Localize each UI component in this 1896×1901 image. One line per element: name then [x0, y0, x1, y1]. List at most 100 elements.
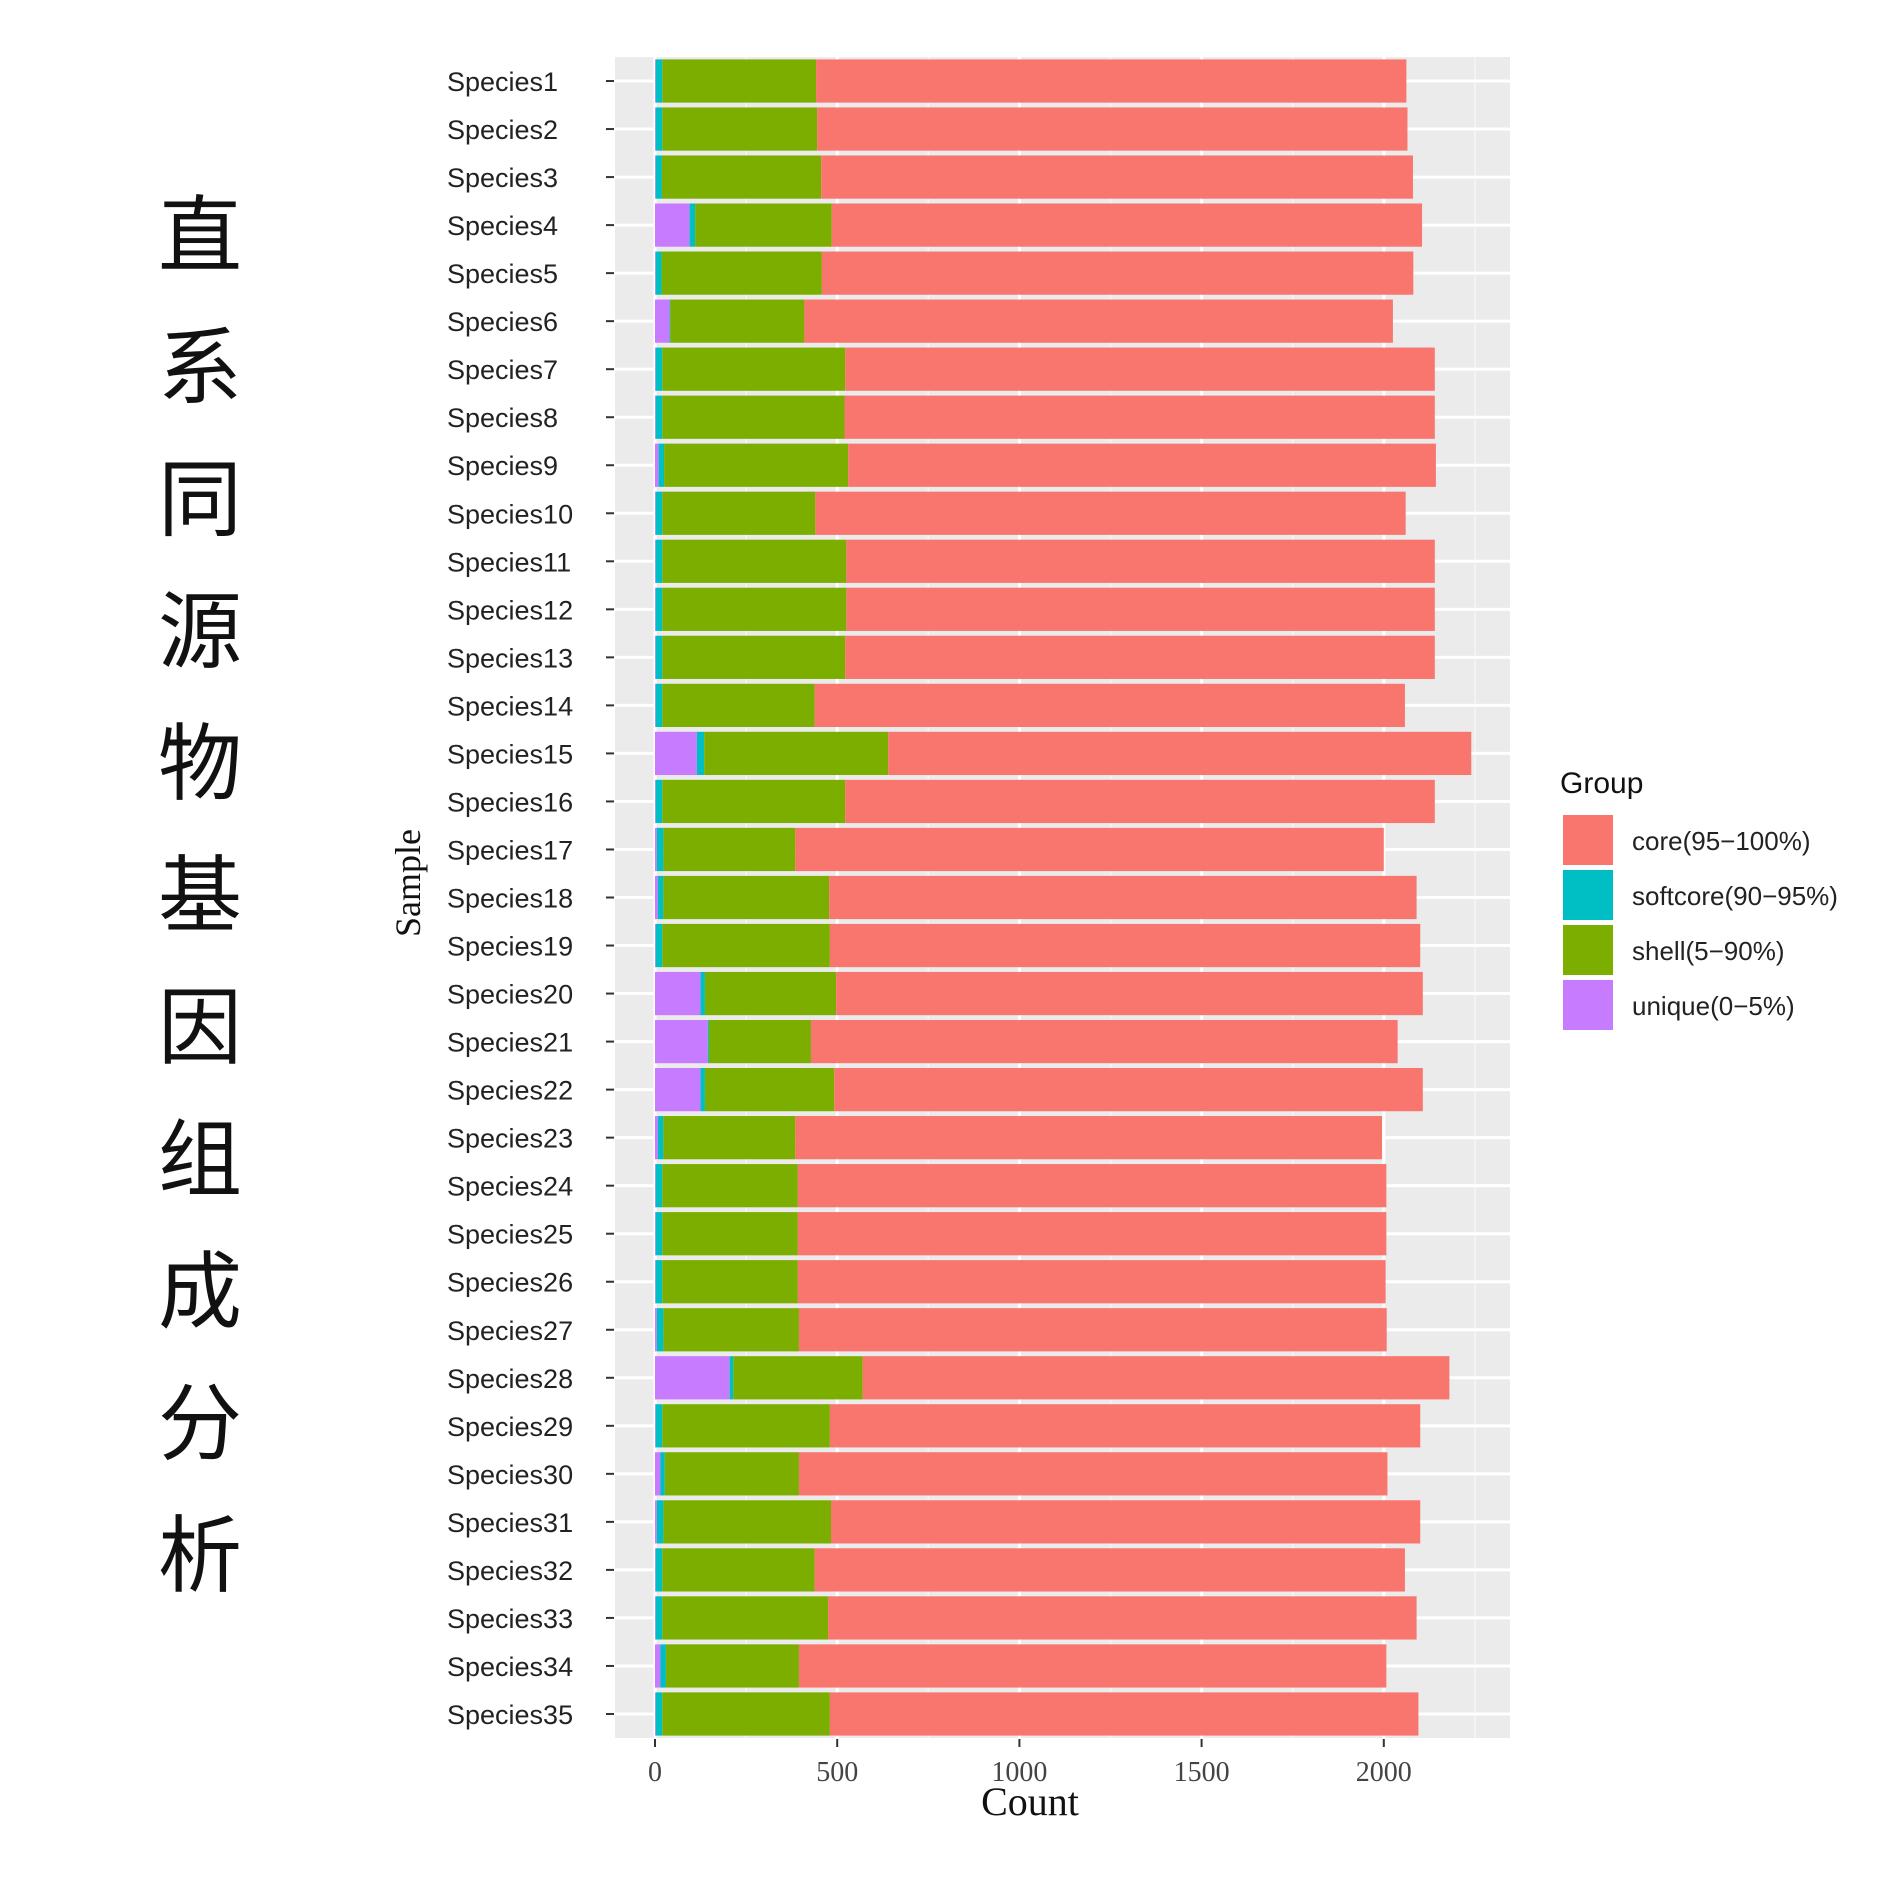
- bar-segment: [655, 1596, 663, 1640]
- bars: [655, 59, 1472, 1736]
- bar-segment: [655, 779, 663, 824]
- y-tick-label: Species15: [447, 739, 573, 769]
- bar-segment: [844, 395, 1435, 439]
- y-tick-label: Species24: [447, 1172, 573, 1202]
- y-tick-label: Species5: [447, 259, 558, 289]
- legend: Group core(95−100%) softcore(90−95%) shell…: [1560, 767, 1838, 1030]
- bar-segment: [797, 1260, 1386, 1304]
- bar-segment: [655, 491, 663, 535]
- legend-title: Group: [1560, 767, 1643, 800]
- bar-segment: [798, 1308, 1387, 1352]
- y-tick-label: Species2: [447, 115, 558, 145]
- bar-segment: [662, 1596, 829, 1640]
- x-axis: 0 500 1000 1500 2000: [648, 1739, 1412, 1788]
- y-tick-label: Species16: [447, 787, 573, 817]
- bar-segment: [795, 827, 1384, 872]
- y-tick-label: Species34: [447, 1652, 573, 1682]
- legend-label: core(95−100%): [1632, 826, 1811, 856]
- y-tick-label: Species4: [447, 211, 558, 241]
- y-tick-label: Species7: [447, 355, 558, 385]
- bar-segment: [655, 1596, 656, 1640]
- bar-segment: [655, 1644, 661, 1688]
- bar-segment: [814, 1548, 1405, 1592]
- y-tick-label: Species35: [447, 1700, 573, 1730]
- bar-segment: [828, 1596, 1417, 1640]
- bar-segment: [729, 1356, 734, 1400]
- bar-segment: [655, 1212, 656, 1256]
- bar-segment: [661, 155, 822, 199]
- y-tick-label: Species28: [447, 1364, 573, 1394]
- bar-segment: [663, 827, 796, 872]
- bar-segment: [662, 683, 815, 727]
- bar-segment: [704, 731, 889, 776]
- bar-segment: [655, 443, 659, 487]
- bar-segment: [804, 299, 1393, 343]
- y-tick-label: Species14: [447, 691, 573, 721]
- bar-segment: [829, 875, 1417, 920]
- bar-segment: [655, 299, 670, 343]
- bar-segment: [655, 1692, 663, 1736]
- bar-segment: [655, 59, 663, 103]
- bar-segment: [655, 683, 663, 727]
- y-tick-label: Species1: [447, 67, 558, 97]
- bar-segment: [662, 491, 816, 535]
- bar-segment: [655, 683, 656, 727]
- bar-segment: [656, 827, 664, 872]
- bar-segment: [662, 587, 847, 631]
- bar-segment: [733, 1356, 863, 1400]
- bar-segment: [655, 251, 662, 295]
- bar-segment: [810, 1019, 1398, 1064]
- bar-segment: [662, 635, 846, 679]
- bar-segment: [655, 203, 690, 247]
- bar-segment: [655, 491, 656, 535]
- bar-segment: [829, 923, 1421, 968]
- bar-segment: [829, 1404, 1421, 1448]
- bar-segment: [662, 539, 847, 583]
- bar-segment: [663, 1116, 796, 1160]
- bar-segment: [662, 347, 846, 391]
- bar-segment: [662, 1404, 830, 1448]
- bar-segment: [655, 971, 701, 1016]
- bar-segment: [655, 1116, 658, 1160]
- bar-segment: [663, 1308, 799, 1352]
- bar-segment: [795, 1116, 1382, 1160]
- x-tick-label: 1000: [991, 1757, 1047, 1788]
- legend-key: [1563, 870, 1613, 920]
- bar-segment: [821, 155, 1413, 199]
- bar-segment: [797, 1164, 1387, 1208]
- bar-segment: [655, 107, 656, 151]
- bar-segment: [655, 539, 663, 583]
- bar-segment: [815, 491, 1406, 535]
- bar-segment: [658, 443, 665, 487]
- y-tick-label: Species6: [447, 307, 558, 337]
- bar-segment: [660, 1452, 665, 1496]
- bar-segment: [655, 587, 656, 631]
- bar-segment: [662, 779, 846, 824]
- bar-segment: [663, 875, 830, 920]
- y-axis: Species1 Species2 Species3 Species4 Species5…: [447, 67, 614, 1730]
- bar-segment: [831, 1500, 1421, 1544]
- y-tick-label: Species23: [447, 1124, 573, 1154]
- y-tick-label: Species21: [447, 1028, 573, 1058]
- bar-segment: [846, 539, 1435, 583]
- bar-segment: [704, 971, 837, 1016]
- bar-segment: [655, 395, 663, 439]
- bar-segment: [655, 1019, 708, 1064]
- bar-segment: [655, 1260, 656, 1304]
- bar-segment: [662, 1692, 830, 1736]
- y-tick-label: Species13: [447, 643, 573, 673]
- legend-key: [1563, 980, 1613, 1030]
- bar-segment: [655, 1164, 663, 1208]
- bar-segment: [814, 683, 1405, 727]
- bar-segment: [704, 1068, 835, 1112]
- bar-segment: [662, 1548, 815, 1592]
- bar-segment: [664, 1452, 799, 1496]
- bar-segment: [656, 1500, 664, 1544]
- bar-segment: [662, 1212, 798, 1256]
- bar-segment: [798, 1644, 1387, 1688]
- bar-segment: [797, 1212, 1387, 1256]
- bar-segment: [655, 1692, 656, 1736]
- y-tick-label: Species22: [447, 1076, 573, 1106]
